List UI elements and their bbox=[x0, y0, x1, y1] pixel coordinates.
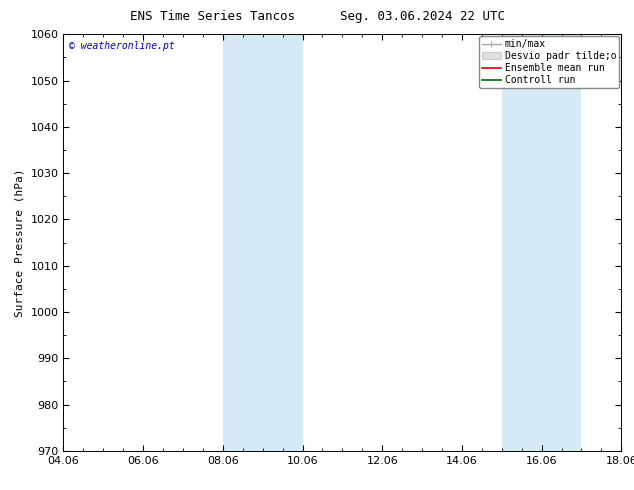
Legend: min/max, Desvio padr tilde;o, Ensemble mean run, Controll run: min/max, Desvio padr tilde;o, Ensemble m… bbox=[479, 36, 619, 88]
Y-axis label: Surface Pressure (hPa): Surface Pressure (hPa) bbox=[15, 168, 25, 317]
Bar bbox=[501, 34, 540, 451]
Bar bbox=[261, 34, 302, 451]
Bar bbox=[540, 34, 581, 451]
Bar bbox=[223, 34, 261, 451]
Text: © weatheronline.pt: © weatheronline.pt bbox=[69, 41, 175, 50]
Text: ENS Time Series Tancos      Seg. 03.06.2024 22 UTC: ENS Time Series Tancos Seg. 03.06.2024 2… bbox=[129, 10, 505, 23]
